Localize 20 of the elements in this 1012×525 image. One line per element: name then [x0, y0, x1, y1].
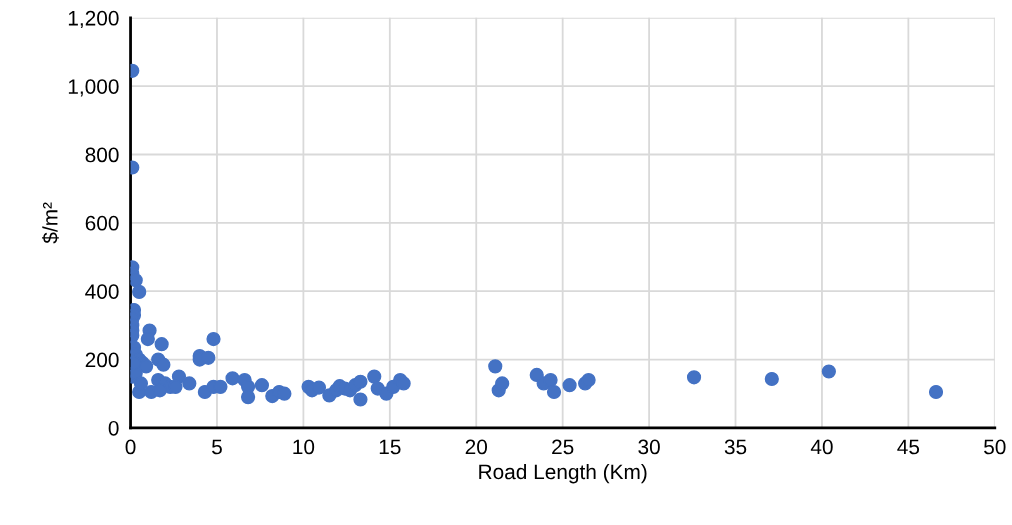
x-tick-label: 5 [212, 439, 222, 455]
x-tick-label: 45 [897, 439, 920, 455]
x-tick-label: 15 [379, 439, 401, 455]
y-tick-label: 0 [108, 420, 119, 436]
y-axis-title: $/m² [42, 202, 59, 244]
x-tick-label: 30 [638, 439, 660, 455]
x-tick-label: 35 [724, 439, 747, 455]
y-tick-label: 1,000 [68, 79, 119, 97]
y-tick-label: 1,200 [68, 10, 119, 29]
y-tick-label: 800 [85, 147, 119, 163]
x-axis-title: Road Length (Km) [479, 463, 647, 484]
y-tick-label: 400 [85, 284, 119, 299]
x-tick-label: 0 [125, 439, 136, 455]
x-tick-label: 10 [293, 439, 315, 455]
x-tick-label: 20 [465, 439, 488, 455]
x-tick-label: 50 [984, 439, 1006, 455]
y-tick-label: 200 [85, 352, 119, 368]
x-tick-label: 25 [552, 439, 574, 455]
y-tick-label: 600 [85, 215, 119, 231]
x-tick-label: 40 [810, 439, 833, 455]
